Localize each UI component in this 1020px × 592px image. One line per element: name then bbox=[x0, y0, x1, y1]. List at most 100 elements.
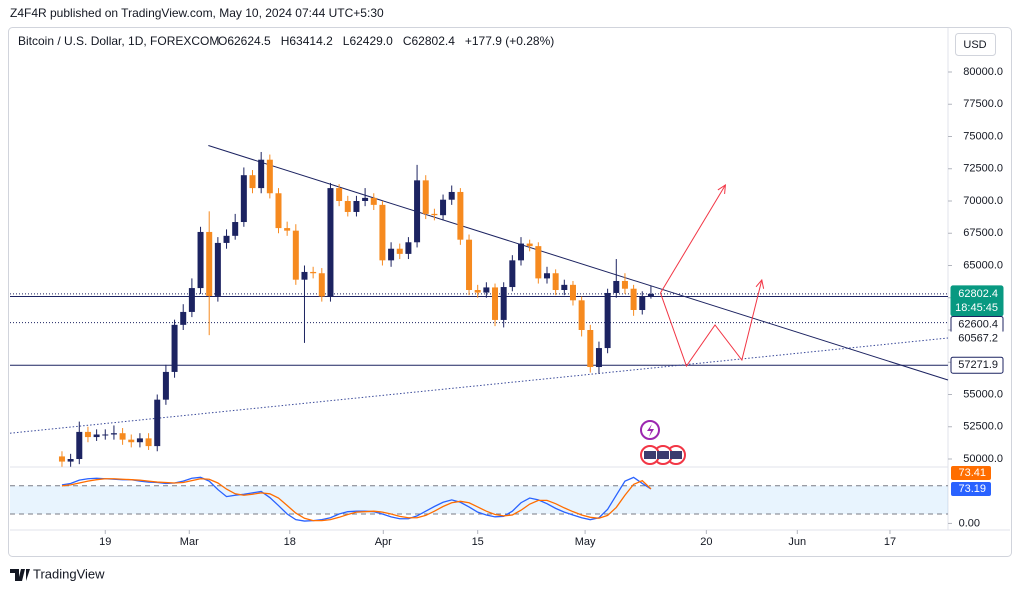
candle-body bbox=[206, 231, 213, 296]
candle-body bbox=[518, 243, 525, 261]
y-tick-label: 72500.0 bbox=[963, 163, 1003, 175]
candle-body bbox=[639, 296, 646, 311]
frame bbox=[8, 27, 1012, 557]
y-tick-label: 55000.0 bbox=[963, 388, 1003, 400]
candle-body bbox=[214, 242, 221, 296]
legend-value: L62429.0 bbox=[343, 34, 393, 48]
candle-body bbox=[552, 273, 559, 291]
x-tick-label: 19 bbox=[99, 536, 111, 548]
candle-body bbox=[318, 273, 325, 297]
candle-body bbox=[310, 271, 317, 274]
candle-body bbox=[223, 235, 230, 243]
y-tick-label: 52500.0 bbox=[963, 421, 1003, 433]
publisher: Z4F4R published on TradingView.com, May … bbox=[10, 6, 384, 20]
indicator-line bbox=[61, 478, 652, 522]
candle-body bbox=[344, 200, 351, 212]
candle-body bbox=[249, 175, 256, 189]
y-tick-label: 75000.0 bbox=[963, 130, 1003, 142]
x-tick-label: Jun bbox=[788, 536, 806, 548]
candle-body bbox=[284, 228, 291, 231]
candle-body bbox=[543, 273, 550, 279]
y-tick-label: 67500.0 bbox=[963, 227, 1003, 239]
legend-value: H63414.2 bbox=[281, 34, 333, 48]
candle-body bbox=[448, 191, 455, 200]
indicator-label-box bbox=[951, 466, 991, 480]
candle-body bbox=[431, 213, 438, 216]
footer: TradingView bbox=[33, 566, 105, 581]
candle-body bbox=[604, 292, 611, 349]
candle-body bbox=[526, 243, 533, 247]
indicator-label-box bbox=[951, 482, 991, 496]
candle-body bbox=[232, 222, 239, 236]
candle-body bbox=[561, 284, 568, 291]
trendline bbox=[660, 184, 726, 294]
candle-body bbox=[569, 284, 576, 301]
candle-body bbox=[93, 434, 100, 438]
legend-value: +177.9 (+0.28%) bbox=[465, 34, 554, 48]
y-tick-label: 80000.0 bbox=[963, 66, 1003, 78]
x-tick-label: Mar bbox=[180, 536, 199, 548]
candle-body bbox=[76, 431, 83, 460]
candle-body bbox=[292, 230, 299, 280]
candle-body bbox=[578, 300, 585, 330]
countdown: 18:45:45 bbox=[955, 302, 998, 314]
candle-body bbox=[258, 159, 265, 189]
indicator-label: 73.19 bbox=[958, 483, 986, 495]
y-tick-label: 70000.0 bbox=[963, 195, 1003, 207]
y-tick-label: 65000.0 bbox=[963, 259, 1003, 271]
candle-body bbox=[405, 242, 412, 254]
price-label: 62600.4 bbox=[958, 318, 998, 330]
candle-body bbox=[58, 456, 65, 462]
x-tick-label: 18 bbox=[284, 536, 296, 548]
y-tick-label: 50000.0 bbox=[963, 453, 1003, 465]
candle-body bbox=[474, 290, 481, 293]
candle-body bbox=[440, 199, 447, 216]
candle-body bbox=[414, 180, 421, 243]
arrow-head bbox=[755, 278, 765, 289]
candle-body bbox=[128, 439, 135, 443]
candle-body bbox=[110, 433, 117, 435]
price-label: 60567.2 bbox=[958, 333, 998, 345]
candle-body bbox=[119, 433, 126, 440]
candle-body bbox=[67, 459, 74, 462]
indicator-label: 73.41 bbox=[958, 467, 986, 479]
x-tick-label: Apr bbox=[375, 536, 392, 548]
candle-body bbox=[613, 280, 620, 293]
footer-logo bbox=[10, 569, 30, 581]
candle-body bbox=[353, 200, 360, 212]
candle-body bbox=[535, 246, 542, 279]
trendline bbox=[659, 279, 763, 368]
candle-body bbox=[379, 204, 386, 261]
candle-body bbox=[162, 371, 169, 400]
candle-body bbox=[457, 191, 464, 240]
x-tick-label: 15 bbox=[472, 536, 484, 548]
legend-value: O62624.5 bbox=[218, 34, 271, 48]
candle-body bbox=[630, 288, 637, 311]
candle-body bbox=[136, 438, 143, 443]
price-label-box bbox=[950, 356, 1004, 374]
candle-body bbox=[362, 197, 369, 201]
candle-body bbox=[188, 288, 195, 312]
candle-body bbox=[509, 260, 516, 288]
legend-title: Bitcoin / U.S. Dollar, 1D, FOREXCOM bbox=[18, 34, 219, 48]
candle-body bbox=[500, 287, 507, 320]
candle-body bbox=[587, 329, 594, 368]
candle-body bbox=[492, 287, 499, 320]
x-tick-label: May bbox=[575, 536, 596, 548]
candle-body bbox=[266, 159, 273, 194]
candle-body bbox=[483, 287, 490, 293]
legend: Bitcoin / U.S. Dollar, 1D, FOREXCOMO6262… bbox=[18, 34, 554, 48]
indicator-band bbox=[10, 485, 948, 515]
price-label: 62802.4 bbox=[958, 288, 998, 300]
x-tick-label: 17 bbox=[884, 536, 896, 548]
candle-body bbox=[647, 293, 654, 297]
candle-body bbox=[154, 399, 161, 447]
candle-body bbox=[336, 188, 343, 201]
currency: USD bbox=[963, 39, 986, 51]
candle-body bbox=[180, 311, 187, 325]
candle-body bbox=[275, 193, 282, 229]
candle-body bbox=[240, 175, 247, 223]
candle-body bbox=[396, 248, 403, 254]
currency-button[interactable] bbox=[955, 33, 996, 56]
